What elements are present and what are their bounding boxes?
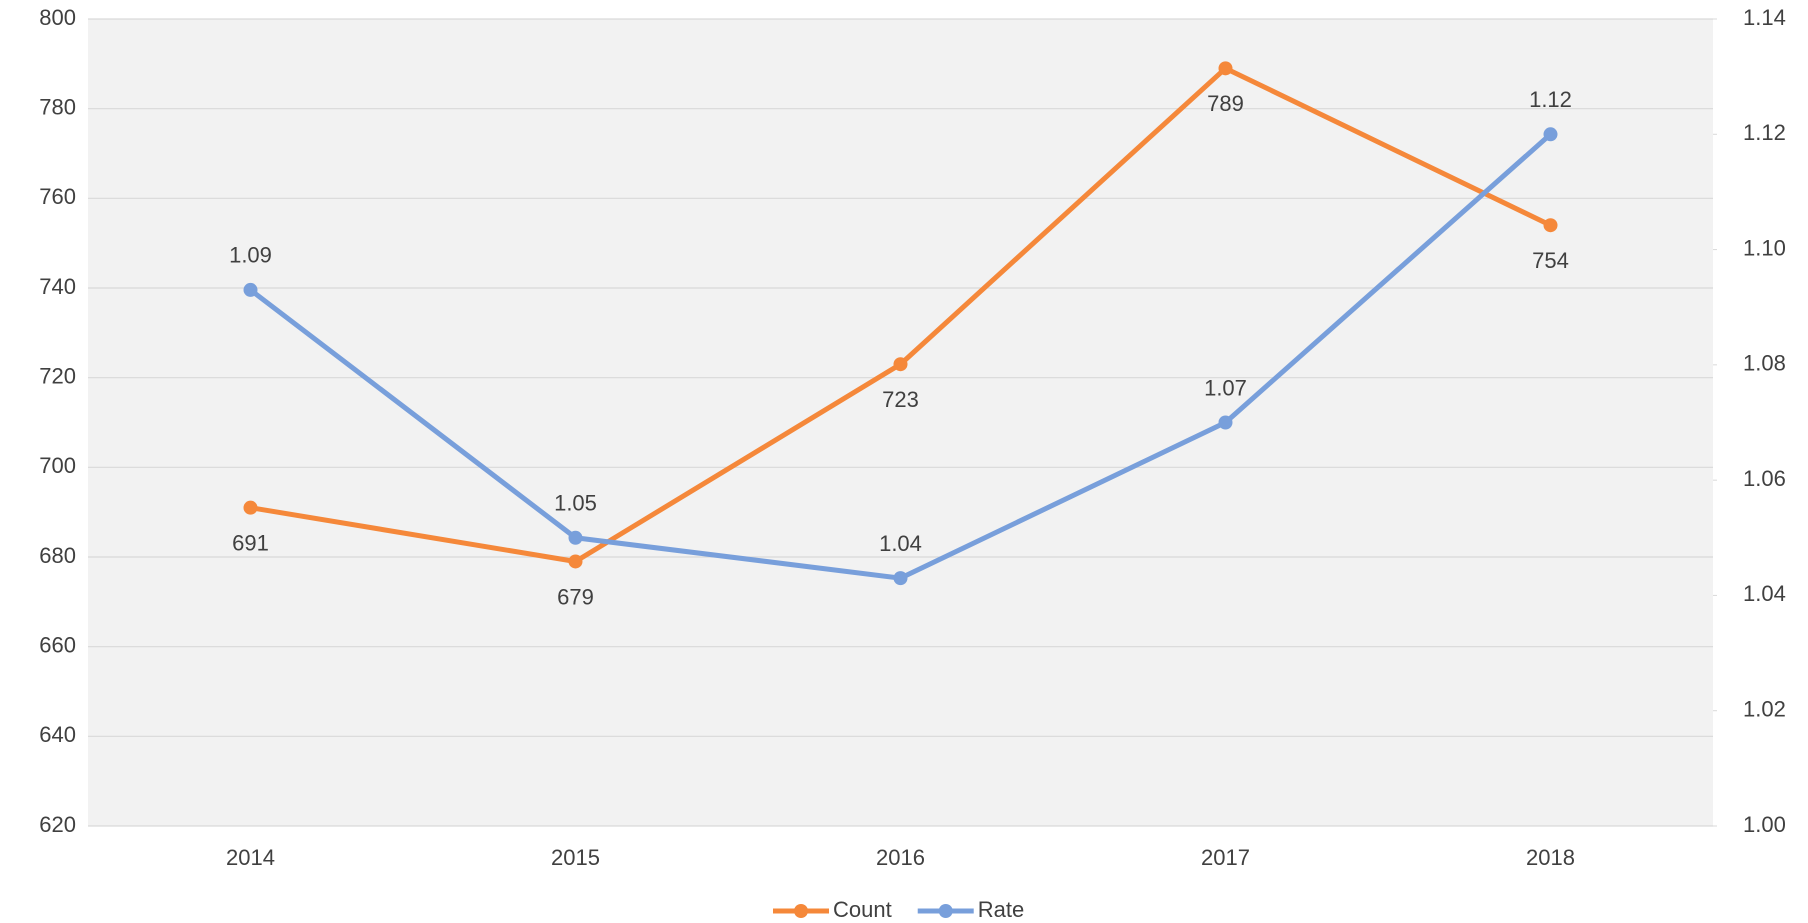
y2-tick-label: 1.08 [1743,351,1786,376]
y-tick-label: 740 [39,274,76,299]
x-tick-label: 2014 [226,845,275,870]
y-tick-label: 700 [39,453,76,478]
y-tick-label: 620 [39,812,76,837]
data-point [568,530,583,545]
data-label: 1.04 [879,531,922,556]
data-label: 1.05 [554,491,597,516]
data-point [893,571,908,586]
data-point [243,500,258,515]
data-point [243,282,258,297]
y2-tick-label: 1.14 [1743,5,1786,30]
x-tick-label: 2016 [876,845,925,870]
data-label: 1.12 [1529,87,1572,112]
data-point [893,357,908,372]
legend-label: Rate [978,897,1024,922]
y2-tick-label: 1.04 [1743,581,1786,606]
data-point [1543,218,1558,233]
y-tick-label: 760 [39,184,76,209]
data-label: 691 [232,530,269,555]
legend-marker [794,904,808,918]
data-label: 1.07 [1204,375,1247,400]
y2-tick-label: 1.00 [1743,812,1786,837]
data-label: 723 [882,387,919,412]
data-label: 1.09 [229,243,272,268]
data-label: 679 [557,584,594,609]
y-tick-label: 800 [39,5,76,30]
y-tick-label: 660 [39,632,76,657]
data-point [568,554,583,569]
x-tick-label: 2017 [1201,845,1250,870]
y2-tick-label: 1.10 [1743,235,1786,260]
x-tick-label: 2018 [1526,845,1575,870]
x-tick-label: 2015 [551,845,600,870]
data-point [1218,61,1233,76]
plot-area [88,19,1713,826]
y-tick-label: 680 [39,543,76,568]
y-tick-label: 640 [39,722,76,747]
y2-tick-label: 1.02 [1743,697,1786,722]
legend-marker [938,904,953,918]
data-point [1543,127,1558,142]
data-point [1218,415,1233,430]
data-label: 754 [1532,248,1569,273]
y-tick-label: 780 [39,94,76,119]
y2-tick-label: 1.06 [1743,466,1786,491]
data-label: 789 [1207,91,1244,116]
y-tick-label: 720 [39,363,76,388]
y2-tick-label: 1.12 [1743,120,1786,145]
legend-label: Count [833,897,892,922]
